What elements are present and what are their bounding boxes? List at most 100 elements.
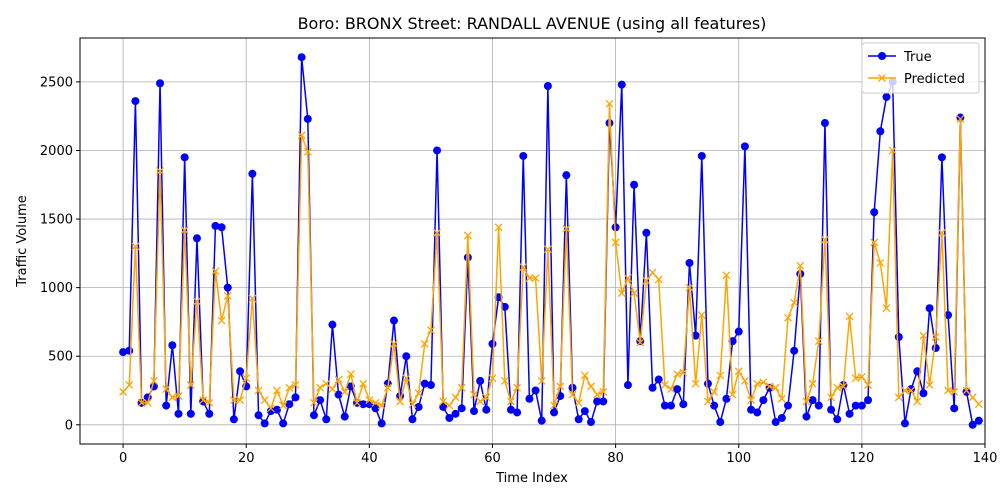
data-point (851, 374, 860, 383)
data-point (119, 387, 128, 396)
data-point (248, 294, 257, 303)
data-point (408, 400, 417, 409)
data-point (199, 397, 208, 406)
data-point (673, 385, 682, 394)
data-point (199, 396, 208, 405)
data-point (667, 401, 676, 410)
data-point (162, 385, 171, 394)
data-point (771, 418, 780, 427)
data-point (968, 393, 977, 402)
data-point (186, 409, 195, 418)
data-point (747, 405, 756, 414)
data-point (389, 316, 398, 325)
data-point (390, 339, 398, 348)
data-point (433, 146, 442, 155)
data-point (260, 396, 269, 405)
data-point (285, 400, 294, 409)
data-point (156, 79, 165, 88)
data-point (919, 389, 928, 398)
data-point (679, 368, 688, 377)
data-point (722, 271, 731, 280)
data-point (439, 397, 448, 406)
x-tick-label: 140 (973, 451, 998, 466)
data-point (660, 381, 669, 389)
data-point (488, 374, 497, 383)
data-point (617, 80, 626, 89)
data-point (827, 393, 836, 402)
x-tick-label: 120 (849, 451, 874, 466)
data-point (888, 146, 897, 155)
data-point (463, 231, 472, 240)
data-point (402, 374, 411, 383)
data-point (931, 343, 940, 352)
data-point (550, 408, 559, 417)
data-point (925, 381, 934, 389)
data-point (636, 338, 645, 347)
data-point (697, 311, 706, 320)
data-point (796, 261, 805, 270)
legend: True Predicted (861, 42, 980, 94)
data-point (759, 396, 768, 405)
data-point (420, 379, 429, 388)
data-point (414, 389, 423, 398)
data-point (808, 379, 817, 388)
data-point (476, 397, 485, 406)
data-point (605, 99, 614, 108)
data-point (223, 283, 232, 292)
data-point (691, 379, 700, 388)
data-point (587, 382, 595, 391)
data-point (937, 228, 946, 237)
data-point (168, 393, 177, 402)
data-point (174, 392, 183, 400)
data-point (802, 412, 811, 421)
data-point (451, 409, 460, 418)
data-point (445, 413, 454, 422)
data-point (925, 304, 934, 313)
data-point (734, 327, 743, 336)
data-point (870, 238, 879, 247)
data-point (211, 221, 220, 230)
data-point (236, 396, 245, 405)
data-point (371, 404, 380, 413)
data-point (211, 267, 220, 276)
data-point (192, 234, 201, 243)
data-point (488, 339, 497, 348)
data-point (482, 405, 491, 414)
data-point (574, 415, 583, 424)
data-point (254, 411, 263, 420)
plot-frame (79, 37, 986, 445)
data-point (205, 398, 214, 407)
data-point (777, 413, 786, 422)
y-tick-label: 2000 (40, 144, 73, 159)
data-point (242, 374, 251, 383)
data-point (802, 397, 811, 406)
data-point (433, 228, 442, 237)
data-point (531, 274, 540, 282)
data-point (303, 114, 312, 123)
data-point (790, 298, 799, 307)
data-point (457, 383, 466, 392)
legend-predicted-marker (878, 74, 886, 82)
data-point (568, 390, 577, 399)
data-point (784, 313, 792, 322)
x-tick-label: 60 (484, 451, 501, 466)
data-point (383, 383, 392, 392)
data-point (513, 408, 522, 417)
legend-predicted-label: Predicted (904, 72, 965, 87)
data-point (334, 390, 343, 399)
data-point (470, 390, 478, 399)
data-point (285, 383, 294, 392)
data-point (716, 371, 725, 380)
data-point (316, 383, 325, 392)
data-point (519, 151, 528, 160)
data-point (642, 228, 651, 237)
data-point (931, 333, 940, 341)
data-point (937, 153, 946, 162)
data-point (340, 387, 349, 396)
data-point (365, 396, 374, 405)
data-point (371, 398, 380, 407)
data-point (956, 113, 965, 122)
y-tick-label: 0 (65, 418, 73, 433)
data-point (593, 390, 602, 399)
